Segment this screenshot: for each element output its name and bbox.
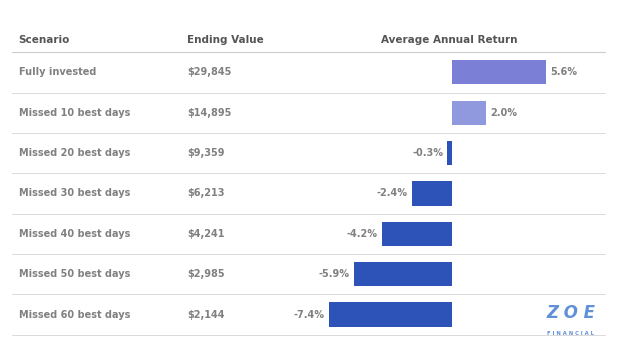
- Text: -5.9%: -5.9%: [318, 269, 349, 279]
- Text: 2.0%: 2.0%: [490, 108, 517, 118]
- Text: $9,359: $9,359: [187, 148, 225, 158]
- Text: Z O E: Z O E: [547, 304, 595, 322]
- Text: Missed 20 best days: Missed 20 best days: [19, 148, 130, 158]
- Bar: [452, 60, 546, 85]
- Bar: [382, 222, 452, 246]
- Text: $2,985: $2,985: [187, 269, 225, 279]
- Bar: [447, 141, 452, 165]
- Text: Fully invested: Fully invested: [19, 68, 96, 77]
- Text: Scenario: Scenario: [19, 35, 70, 45]
- Text: F I N A N C I A L: F I N A N C I A L: [547, 331, 595, 336]
- Bar: [329, 302, 452, 327]
- Text: $29,845: $29,845: [187, 68, 232, 77]
- Text: Missed 10 best days: Missed 10 best days: [19, 108, 130, 118]
- Text: $4,241: $4,241: [187, 229, 225, 239]
- Text: Missed 50 best days: Missed 50 best days: [19, 269, 130, 279]
- Bar: [412, 181, 452, 206]
- Text: $6,213: $6,213: [187, 189, 225, 198]
- Text: -2.4%: -2.4%: [377, 189, 408, 198]
- Bar: [452, 101, 486, 125]
- Bar: [354, 262, 452, 286]
- Text: Missed 60 best days: Missed 60 best days: [19, 310, 130, 319]
- Text: -7.4%: -7.4%: [293, 310, 324, 319]
- Text: $2,144: $2,144: [187, 310, 225, 319]
- Text: $14,895: $14,895: [187, 108, 232, 118]
- Text: Average Annual Return: Average Annual Return: [381, 35, 517, 45]
- Text: Missed 30 best days: Missed 30 best days: [19, 189, 130, 198]
- Text: Missed 40 best days: Missed 40 best days: [19, 229, 130, 239]
- Text: Ending Value: Ending Value: [187, 35, 264, 45]
- Text: -4.2%: -4.2%: [347, 229, 378, 239]
- Text: 5.6%: 5.6%: [550, 68, 577, 77]
- Text: -0.3%: -0.3%: [412, 148, 443, 158]
